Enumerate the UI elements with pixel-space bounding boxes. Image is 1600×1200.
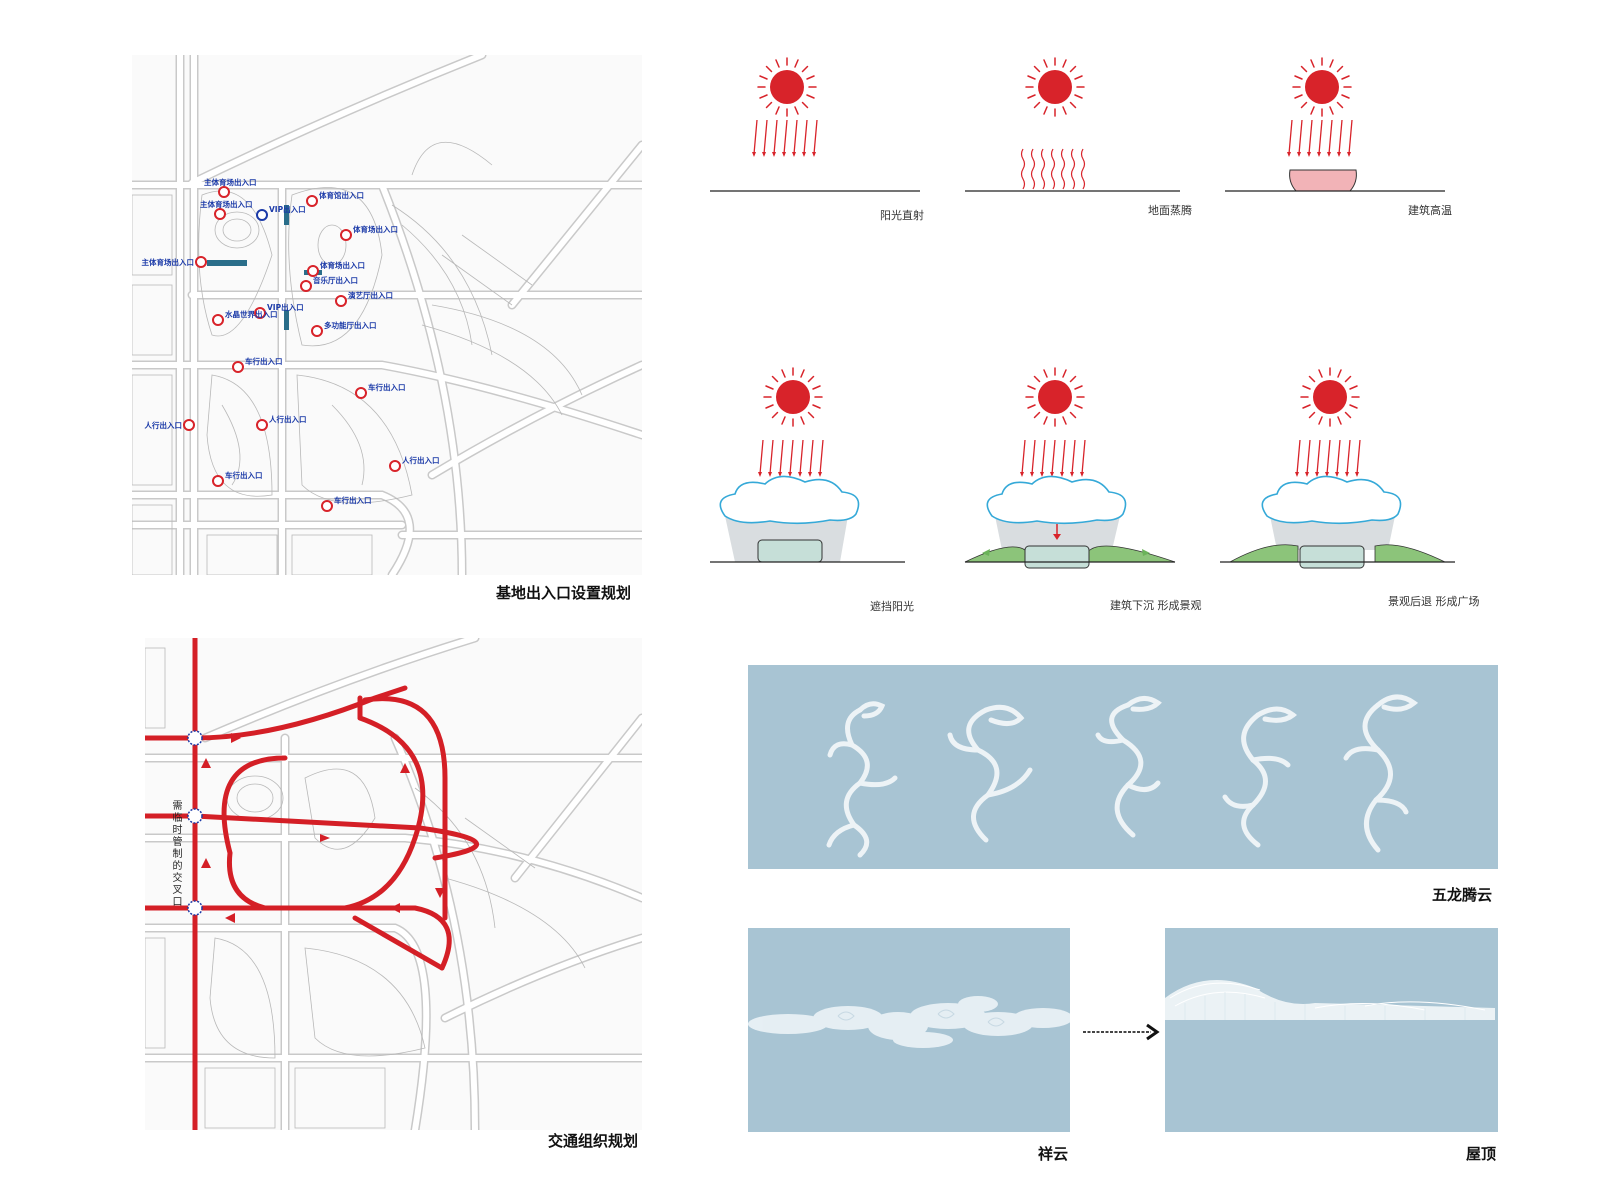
entrance-label: 体育场出入口 — [353, 224, 398, 234]
five-dragons-image — [748, 665, 1498, 869]
cloud-caption: 祥云 — [1038, 1145, 1069, 1163]
caption-shade: 遮挡阳光 — [870, 600, 914, 613]
caption-direct-sun: 阳光直射 — [880, 209, 924, 222]
entrance-label: 体育场出入口 — [320, 260, 365, 270]
entrance-label: 体育馆出入口 — [319, 190, 364, 200]
entrance-label: 多功能厅出入口 — [324, 320, 377, 330]
entrance-label: 车行出入口 — [334, 495, 372, 505]
traffic-map — [145, 638, 642, 1130]
intersection-note: 需临时管制的交叉口 — [170, 800, 181, 908]
auspicious-cloud-image — [748, 928, 1070, 1132]
entrance-marker — [307, 265, 319, 277]
entrance-label: 车行出入口 — [368, 382, 406, 392]
entrance-marker — [214, 208, 226, 220]
entrance-marker — [254, 307, 266, 319]
entrance-marker — [195, 256, 207, 268]
caption-ground-evaporation: 地面蒸腾 — [1148, 204, 1192, 217]
entrance-marker — [306, 195, 318, 207]
roof-caption: 屋顶 — [1466, 1145, 1497, 1163]
entrance-label: VIP出入口 — [269, 204, 306, 214]
entrance-label: 人行出入口 — [269, 414, 307, 424]
entrance-marker — [212, 314, 224, 326]
entrance-marker — [232, 361, 244, 373]
entrance-marker — [335, 295, 347, 307]
entrance-label: 主体育场出入口 — [204, 177, 257, 187]
entrance-marker — [321, 500, 333, 512]
entrance-marker — [256, 209, 268, 221]
entrance-label: 车行出入口 — [225, 470, 263, 480]
entrance-marker — [340, 229, 352, 241]
entrance-marker — [183, 419, 195, 431]
entrance-marker — [256, 419, 268, 431]
caption-plaza: 景观后退 形成广场 — [1388, 595, 1480, 608]
entrance-label: 人行出入口 — [402, 455, 440, 465]
traffic-arrows — [201, 733, 445, 923]
five-dragons-caption: 五龙腾云 — [1432, 886, 1493, 904]
diagram-sunken-building — [964, 367, 1176, 569]
entrance-marker — [389, 460, 401, 472]
traffic-map-drawing — [145, 638, 642, 1130]
entrance-label: 主体育场出入口 — [200, 199, 253, 209]
entrance-label: 人行出入口 — [145, 420, 183, 430]
site-map-caption: 基地出入口设置规划 — [496, 584, 632, 602]
traffic-map-caption: 交通组织规划 — [548, 1132, 639, 1150]
entrance-label: 演艺厅出入口 — [348, 290, 393, 300]
entrance-marker — [300, 280, 312, 292]
diagram-plaza — [1220, 367, 1455, 569]
entrance-label: VIP出入口 — [267, 302, 304, 312]
intersection-markers — [187, 730, 203, 916]
entrance-label: 车行出入口 — [245, 356, 283, 366]
roof-image — [1165, 928, 1498, 1132]
caption-sunken-building: 建筑下沉 形成景观 — [1110, 599, 1202, 612]
site-entrance-map: 主体育场出入口 VIP出入口 体育馆出入口 体育场出入口 主体育场出入口 主体育场出入口体… — [132, 55, 642, 575]
traffic-routes — [145, 638, 479, 1130]
entrance-marker — [311, 325, 323, 337]
transform-arrow — [1083, 1023, 1160, 1041]
entrance-label: 水晶世界出入口 — [225, 309, 278, 319]
site-map-drawing: 主体育场出入口VIP出入口体育馆出入口体育场出入口主体育场出入口主体育场出入口体… — [132, 55, 642, 575]
diagram-shade — [710, 367, 905, 563]
entrance-marker — [355, 387, 367, 399]
entrance-label: 主体育场出入口 — [142, 257, 195, 267]
diagram-building-heat — [1225, 57, 1445, 192]
entrance-marker — [212, 475, 224, 487]
entrance-marker — [218, 186, 230, 198]
sun-diagrams — [710, 57, 1455, 569]
diagram-direct-sun — [710, 57, 920, 192]
diagram-ground-evaporation — [965, 57, 1180, 192]
entrance-label: 音乐厅出入口 — [313, 275, 358, 285]
caption-building-heat: 建筑高温 — [1408, 204, 1452, 217]
